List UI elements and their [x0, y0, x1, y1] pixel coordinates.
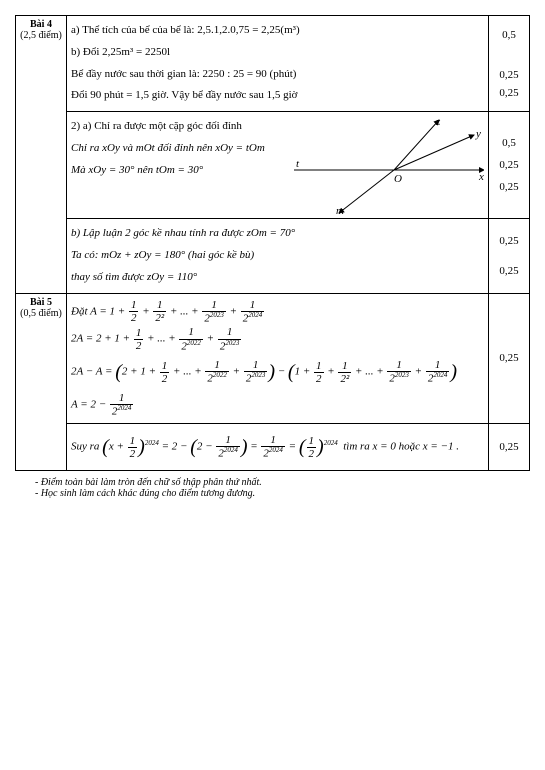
- score: 0,5: [493, 137, 525, 149]
- score: 0,25: [493, 159, 525, 171]
- note: - Học sinh làm cách khác đúng cho điểm t…: [35, 488, 530, 499]
- formula: 2A = 2 + 1 + 12 + ... + 122022 + 122023: [71, 326, 484, 352]
- text: Bể đầy nước sau thời gian là: 2250 : 25 …: [71, 65, 484, 85]
- text: Mà xOy = 30° nên tOm = 30°: [71, 164, 203, 176]
- score: 0,25: [493, 235, 525, 247]
- b4-r1-score: 0,5 0,25 0,25: [489, 16, 530, 112]
- b5-r2-score: 0,25: [489, 424, 530, 471]
- text: thay số tìm được zOy = 110°: [71, 271, 197, 283]
- score: 0,25: [493, 265, 525, 277]
- b4-r2-score: 0,5 0,25 0,25: [489, 112, 530, 219]
- text: a) Thể tích của bể của bể là: 2,5.1,2.0,…: [71, 21, 484, 41]
- b4-r3-score: 0,25 0,25: [489, 219, 530, 293]
- b5-title: Bài 5: [20, 297, 62, 308]
- b4-r2-content: 2) a) Chỉ ra được một cặp góc đối đỉnh C…: [67, 112, 489, 219]
- b5-r2-content: Suy ra (x + 12)2024 = 2 − (2 − 122024) =…: [67, 424, 489, 471]
- score: 0,25: [493, 441, 525, 453]
- score: 0,25: [493, 181, 525, 193]
- score: 0,5: [493, 29, 525, 41]
- b5-r1-content: Đặt A = 1 + 12 + 12² + ... + 122023 + 12…: [67, 293, 489, 424]
- angle-diagram: z y x Ot m: [284, 115, 484, 215]
- score: 0,25: [493, 87, 525, 99]
- text: b) Lập luận 2 góc kề nhau tính ra được z…: [71, 227, 295, 239]
- svg-text:y: y: [475, 128, 481, 140]
- score: 0,25: [493, 69, 525, 81]
- note: - Điểm toàn bài làm tròn đến chữ số thập…: [35, 477, 530, 488]
- b5-pts: (0,5 điểm): [20, 308, 62, 319]
- b4-label: Bài 4 (2,5 điểm): [16, 16, 67, 294]
- b4-pts: (2,5 điểm): [20, 30, 62, 41]
- text: b) Đổi 2,25m³ = 2250l: [71, 43, 484, 63]
- text: tìm ra x = 0 hoặc x = −1 .: [343, 441, 459, 453]
- svg-text:x: x: [478, 171, 484, 183]
- formula: 2A − A = (2 + 1 + 12 + ... + 122022 + 12…: [71, 354, 484, 390]
- b4-r1-content: a) Thể tích của bể của bể là: 2,5.1,2.0,…: [67, 16, 489, 112]
- svg-text:O: O: [394, 173, 402, 185]
- score: 0,25: [493, 352, 525, 364]
- text: Ta có: mOz + zOy = 180° (hai góc kề bù): [71, 249, 254, 261]
- formula: Suy ra (x + 12)2024 = 2 − (2 − 122024) =…: [71, 429, 484, 465]
- b4-title: Bài 4: [20, 19, 62, 30]
- text: 2) a) Chỉ ra được một cặp góc đối đỉnh: [71, 117, 284, 137]
- svg-text:z: z: [435, 116, 441, 128]
- svg-text:t: t: [296, 158, 300, 170]
- footer-notes: - Điểm toàn bài làm tròn đến chữ số thập…: [15, 477, 530, 499]
- formula: Đặt A = 1 + 12 + 12² + ... + 122023 + 12…: [71, 299, 484, 325]
- b5-label: Bài 5 (0,5 điểm): [16, 293, 67, 471]
- b5-r1-score: 0,25: [489, 293, 530, 424]
- formula: A = 2 − 122024: [71, 392, 484, 418]
- b4-r3-content: b) Lập luận 2 góc kề nhau tính ra được z…: [67, 219, 489, 293]
- text: Chỉ ra xOy và mOt đối đỉnh nên xOy = tOm: [71, 142, 265, 154]
- answer-table: Bài 4 (2,5 điểm) a) Thể tích của bể của …: [15, 15, 530, 471]
- text: Đổi 90 phút = 1,5 giờ. Vậy bể đầy nước s…: [71, 86, 484, 106]
- svg-text:m: m: [336, 205, 344, 215]
